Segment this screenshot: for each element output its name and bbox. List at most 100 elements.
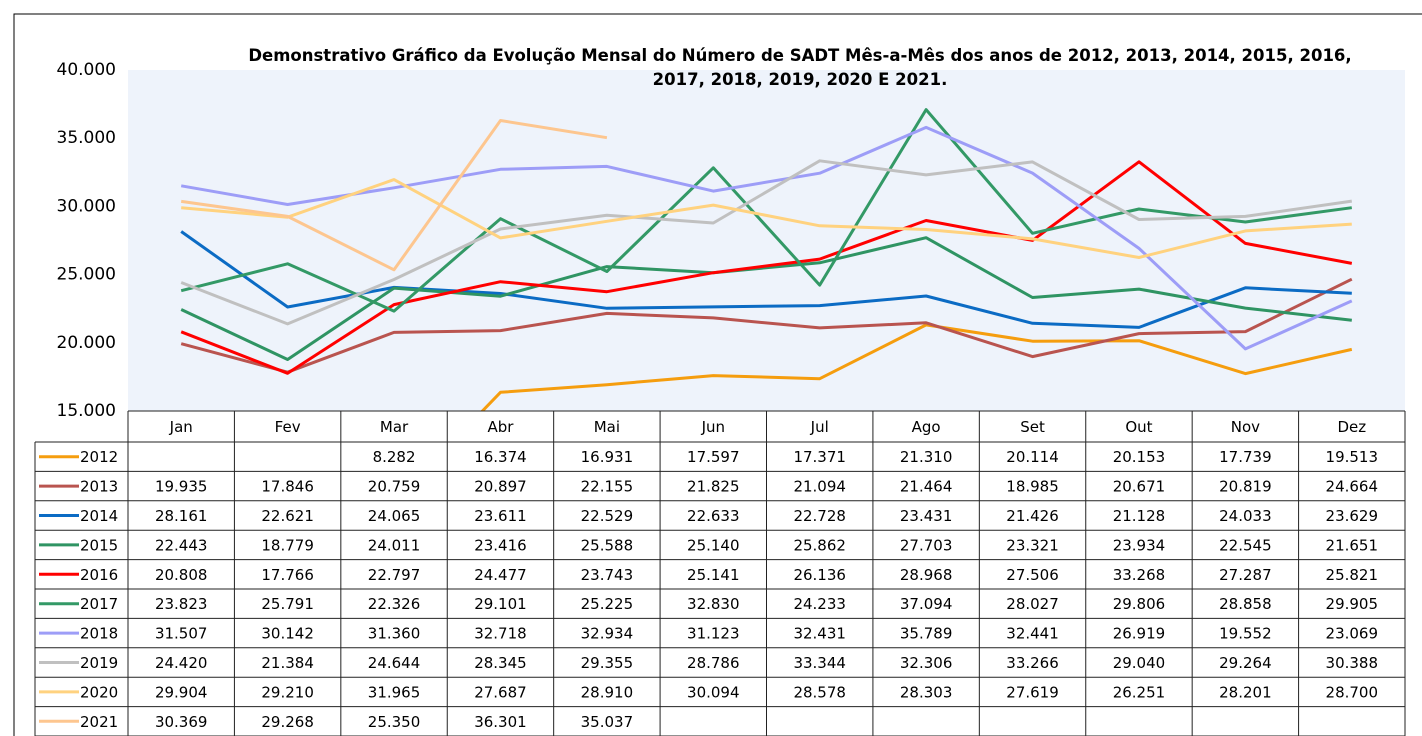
table-value: 24.664 (1326, 478, 1379, 496)
series-line (180, 277, 1353, 374)
table-value: 24.420 (155, 654, 208, 672)
x-tick-label: Mai (594, 418, 620, 436)
table-value: 31.965 (368, 683, 421, 701)
table-value: 32.441 (1006, 625, 1059, 643)
table-value: 21.094 (793, 478, 846, 496)
table-value: 20.671 (1113, 478, 1166, 496)
table-value: 20.759 (368, 478, 421, 496)
table-value: 27.687 (474, 683, 527, 701)
series-line (180, 236, 1352, 361)
table-value: 17.846 (261, 478, 314, 496)
table-value: 32.718 (474, 625, 527, 643)
table-value: 29.268 (261, 713, 314, 731)
series-line (180, 230, 1352, 329)
x-tick-label: Jun (701, 418, 725, 436)
table-value: 16.374 (474, 448, 527, 466)
table-value: 23.743 (581, 566, 634, 584)
series-line (180, 159, 1353, 326)
table-value: 22.797 (368, 566, 421, 584)
x-tick-label: Ago (912, 418, 941, 436)
table-value: 23.431 (900, 507, 953, 525)
chart-title: Demonstrativo Gráfico da Evolução Mensal… (248, 46, 1352, 89)
table-value: 28.027 (1006, 595, 1059, 613)
legend-label: 2019 (80, 654, 118, 672)
table-value: 22.529 (581, 507, 634, 525)
legend-label: 2021 (80, 713, 118, 731)
table-value: 21.310 (900, 448, 953, 466)
x-tick-label: Nov (1231, 418, 1260, 436)
table-value: 23.611 (474, 507, 527, 525)
table-value: 27.506 (1006, 566, 1059, 584)
legend-label: 2018 (80, 625, 118, 643)
table-value: 17.597 (687, 448, 740, 466)
y-tick-label: 15.000 (57, 401, 116, 421)
chart-border (13, 13, 1422, 736)
x-tick-label: Out (1125, 418, 1152, 436)
x-tick-label: Set (1020, 418, 1045, 436)
table-value: 30.369 (155, 713, 208, 731)
table-value: 30.094 (687, 683, 740, 701)
table-value: 16.931 (581, 448, 634, 466)
table-value: 28.201 (1219, 683, 1272, 701)
table-value: 23.069 (1326, 625, 1379, 643)
legend-label: 2015 (80, 536, 118, 554)
table-value: 29.806 (1113, 595, 1166, 613)
table-value: 20.153 (1113, 448, 1166, 466)
table-value: 23.823 (155, 595, 208, 613)
table-value: 25.862 (793, 536, 846, 554)
legend-label: 2017 (80, 595, 118, 613)
x-tick-label: Jan (169, 418, 193, 436)
legend-label: 2020 (80, 683, 118, 701)
table-value: 21.426 (1006, 507, 1059, 525)
table-value: 24.011 (368, 536, 421, 554)
x-tick-label: Fev (275, 418, 301, 436)
table-value: 32.431 (793, 625, 846, 643)
table-value: 21.128 (1113, 507, 1166, 525)
table-value: 21.651 (1326, 536, 1379, 554)
table-value: 23.934 (1113, 536, 1166, 554)
table-value: 24.644 (368, 654, 421, 672)
table-value: 28.786 (687, 654, 740, 672)
table-value: 25.588 (581, 536, 634, 554)
table-value: 21.464 (900, 478, 953, 496)
series-line (180, 119, 608, 272)
y-tick-label: 40.000 (57, 60, 116, 80)
table-value: 17.739 (1219, 448, 1272, 466)
table-value: 29.355 (581, 654, 634, 672)
table-value: 19.552 (1219, 625, 1272, 643)
table-value: 35.789 (900, 625, 953, 643)
table-value: 22.326 (368, 595, 421, 613)
table-value: 22.621 (261, 507, 314, 525)
table-value: 21.825 (687, 478, 740, 496)
table-value: 35.037 (581, 713, 634, 731)
table-value: 33.266 (1006, 654, 1059, 672)
table-value: 24.033 (1219, 507, 1272, 525)
table-value: 22.633 (687, 507, 740, 525)
table-value: 25.141 (687, 566, 740, 584)
series-line (180, 160, 1353, 375)
table-value: 18.779 (261, 536, 314, 554)
table-value: 28.345 (474, 654, 527, 672)
series-line (181, 178, 1352, 259)
table-value: 19.935 (155, 478, 208, 496)
series-line (480, 323, 1353, 411)
table-value: 19.513 (1326, 448, 1379, 466)
table-value: 24.233 (793, 595, 846, 613)
table-value: 29.040 (1113, 654, 1166, 672)
table-value: 30.142 (261, 625, 314, 643)
table-value: 28.968 (900, 566, 953, 584)
series-line (180, 125, 1353, 351)
legend-label: 2014 (80, 507, 118, 525)
table-value: 23.629 (1326, 507, 1379, 525)
table-value: 29.101 (474, 595, 527, 613)
table-value: 29.905 (1326, 595, 1379, 613)
legend-label: 2013 (80, 478, 118, 496)
table-value: 32.830 (687, 595, 740, 613)
table-value: 23.416 (474, 536, 527, 554)
table-value: 17.766 (261, 566, 314, 584)
table-value: 29.264 (1219, 654, 1272, 672)
table-value: 23.321 (1006, 536, 1059, 554)
table-value: 32.306 (900, 654, 953, 672)
